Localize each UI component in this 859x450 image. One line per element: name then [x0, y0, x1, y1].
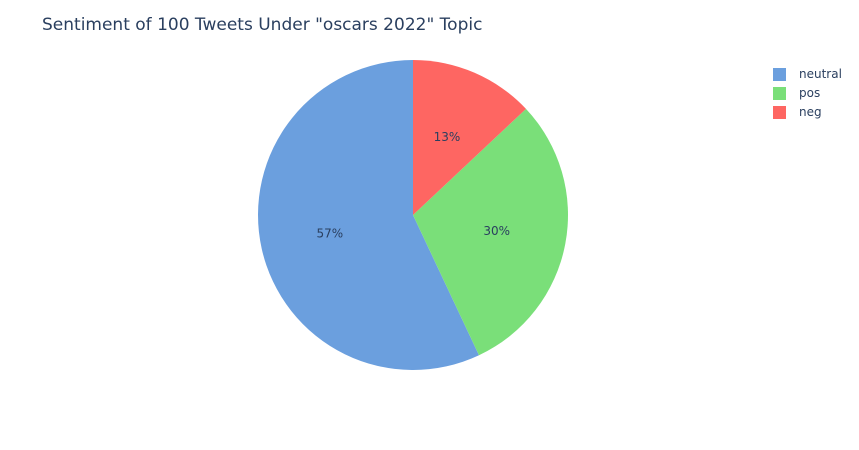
legend-swatch-neg — [773, 106, 786, 119]
pie-slice-labels: 57% 30% 13% — [316, 130, 510, 241]
chart-title: Sentiment of 100 Tweets Under "oscars 20… — [42, 15, 482, 35]
legend-item-pos[interactable]: pos — [773, 86, 820, 100]
legend-label-neutral: neutral — [799, 67, 842, 81]
pie-slice-pos[interactable] — [413, 108, 568, 356]
legend-item-neutral[interactable]: neutral — [773, 67, 842, 81]
pie-slices — [258, 60, 568, 370]
legend-swatch-neutral — [773, 68, 786, 81]
slice-label-pos: 30% — [483, 224, 510, 238]
legend[interactable]: neutral pos neg — [773, 67, 842, 119]
pie-slice-neg[interactable] — [413, 60, 526, 215]
slice-label-neutral: 57% — [316, 227, 343, 241]
legend-label-pos: pos — [799, 86, 820, 100]
legend-item-neg[interactable]: neg — [773, 105, 822, 119]
legend-swatch-pos — [773, 87, 786, 100]
legend-label-neg: neg — [799, 105, 822, 119]
slice-label-neg: 13% — [434, 130, 461, 144]
pie-slice-neutral[interactable] — [258, 60, 479, 370]
